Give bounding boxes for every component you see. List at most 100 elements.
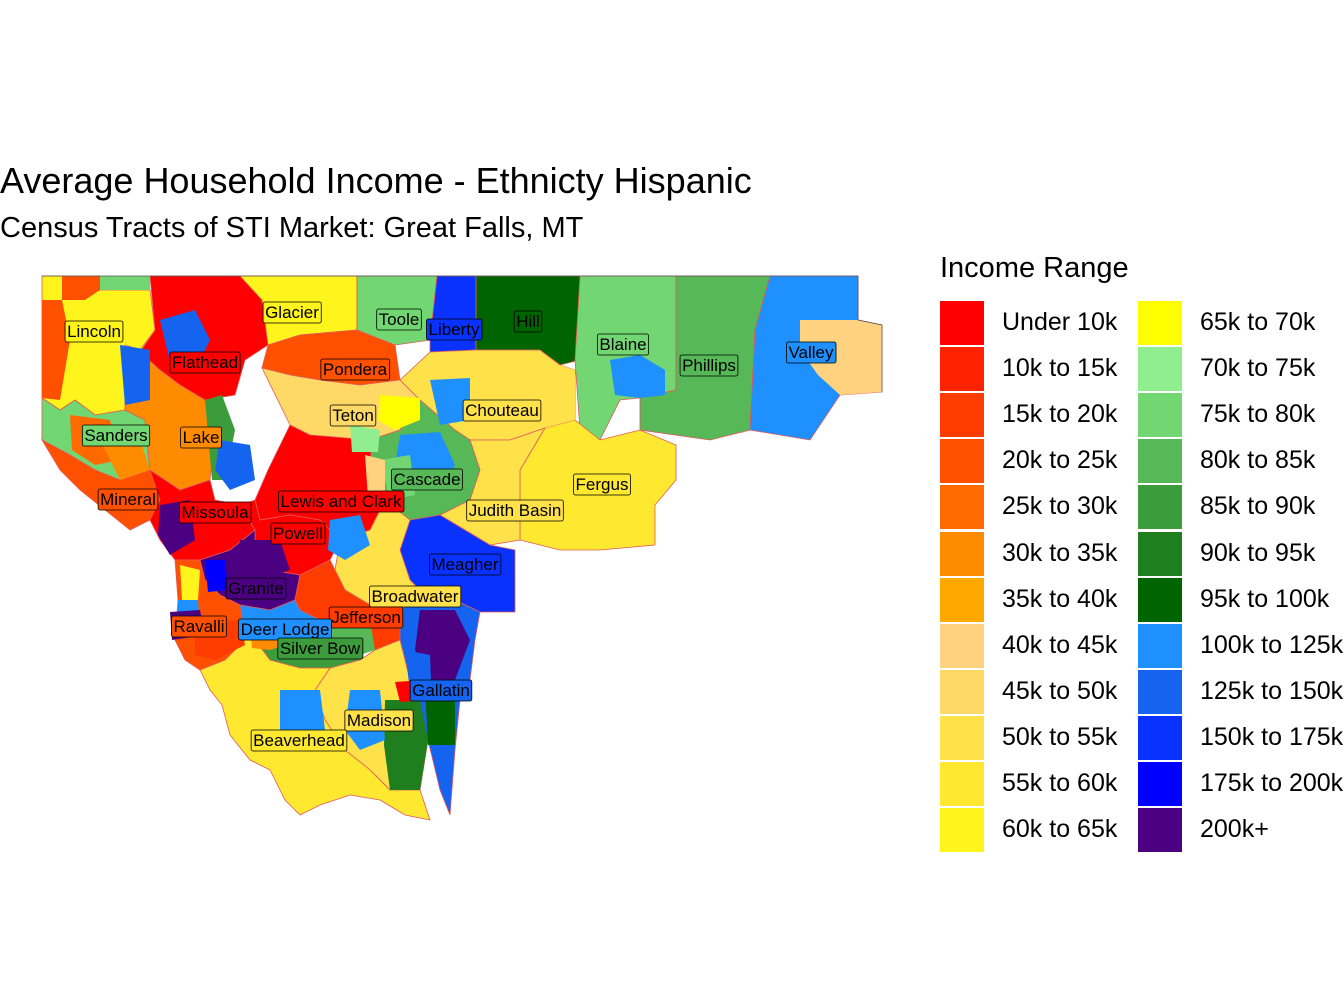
county-label: Jefferson [331, 608, 401, 627]
legend-item: 50k to 55k [940, 715, 1140, 760]
county-label: Sanders [84, 426, 147, 445]
county-label-box [179, 501, 252, 524]
legend-label: Under 10k [1002, 308, 1118, 336]
legend-swatch [940, 715, 984, 760]
legend-swatch [1138, 623, 1182, 668]
legend-label: 30k to 35k [1002, 538, 1118, 567]
legend-swatch [940, 577, 984, 622]
legend-swatch [1138, 301, 1182, 345]
county-label-box [225, 577, 287, 600]
county-label: Gallatin [412, 681, 470, 700]
tract-region [378, 395, 420, 430]
county-label: Broadwater [372, 587, 459, 606]
legend-item: 15k to 20k [940, 393, 1140, 438]
county-label: Lake [183, 428, 220, 447]
tract-region [800, 320, 882, 395]
tract-region [100, 440, 150, 480]
county-label-box [64, 320, 124, 343]
county-label-box [344, 709, 414, 732]
county-label: Glacier [265, 303, 319, 322]
county-label-box [278, 490, 405, 513]
county-label: Ravalli [173, 617, 224, 636]
county-label-box [262, 301, 322, 324]
county-label: Chouteau [465, 401, 539, 420]
map-subtitle: Census Tracts of STI Market: Great Falls… [0, 212, 584, 244]
county-label-box [250, 729, 348, 752]
map-title: Average Household Income - Ethnicty Hisp… [0, 160, 752, 201]
legend-item: 45k to 50k [940, 669, 1140, 714]
county-label-box [679, 354, 739, 377]
county-label: Madison [347, 711, 411, 730]
legend-item: 150k to 175k [1138, 715, 1343, 760]
legend-label: 80k to 85k [1200, 446, 1316, 475]
county-label: Silver Bow [280, 639, 361, 658]
legend-label: 15k to 20k [1002, 400, 1118, 429]
county-label: Beaverhead [253, 731, 345, 750]
county-label-box [466, 499, 564, 522]
legend-title: Income Range [940, 252, 1129, 284]
legend-swatch [940, 808, 984, 853]
legend-swatch [940, 347, 984, 392]
legend-label: 25k to 30k [1002, 492, 1118, 521]
legend-swatch [940, 531, 984, 576]
county-label: Granite [228, 579, 284, 598]
legend-item: 95k to 100k [1138, 577, 1338, 622]
legend-swatch [940, 762, 984, 806]
county-label-box [376, 308, 422, 331]
legend-item: 55k to 60k [940, 762, 1140, 806]
county-label-box [462, 399, 542, 422]
county-label: Blaine [599, 335, 646, 354]
legend-label: 90k to 95k [1200, 538, 1316, 567]
legend-item: Under 10k [940, 301, 1140, 345]
legend-label: 65k to 70k [1200, 308, 1316, 336]
county-label: Fergus [576, 475, 629, 494]
legend-label: 70k to 75k [1200, 354, 1316, 383]
tract-region [100, 276, 150, 290]
county-label-box [169, 351, 241, 374]
county-label: Pondera [323, 360, 388, 379]
legend-item: 75k to 80k [1138, 393, 1338, 438]
legend-swatch [1138, 808, 1182, 853]
legend-label: 85k to 90k [1200, 492, 1316, 521]
legend-item: 40k to 45k [940, 623, 1140, 668]
legend-swatch [1138, 485, 1182, 530]
legend-item: 35k to 40k [940, 577, 1140, 622]
county-label-box [320, 358, 391, 381]
county-label: Lincoln [67, 322, 121, 341]
county-label-box [596, 333, 650, 356]
legend-swatch [1138, 715, 1182, 760]
legend-swatch [940, 393, 984, 438]
legend-item: 125k to 150k [1138, 669, 1343, 714]
county-label-box [277, 637, 364, 660]
tract-region [540, 365, 575, 428]
legend-swatch [1138, 669, 1182, 714]
county-label-box [391, 468, 463, 491]
county-label-box [513, 310, 543, 333]
county-label-box [180, 426, 222, 449]
legend-label: 75k to 80k [1200, 400, 1316, 429]
legend-swatch [1138, 439, 1182, 484]
legend-swatch [1138, 577, 1182, 622]
legend-item: 30k to 35k [940, 531, 1140, 576]
tract-region [238, 540, 290, 580]
legend-label: 10k to 15k [1002, 354, 1118, 383]
tract-region [180, 565, 200, 600]
legend-item: 65k to 70k [1138, 301, 1338, 345]
legend-label: 125k to 150k [1200, 676, 1344, 705]
legend-item: 20k to 25k [940, 439, 1140, 484]
tract-region [215, 440, 255, 490]
county-label: Judith Basin [469, 501, 562, 520]
legend-label: 95k to 100k [1200, 584, 1330, 613]
legend-item: 200k+ [1138, 808, 1338, 853]
county-label-box [786, 341, 837, 364]
tract-region [42, 300, 70, 400]
map-border [42, 275, 883, 392]
county-label: Cascade [393, 470, 460, 489]
legend-item: 100k to 125k [1138, 623, 1343, 668]
tract-region [205, 560, 228, 592]
county-label-box [328, 606, 404, 629]
county-label-box [97, 488, 159, 511]
tract-region [62, 276, 100, 300]
county-label: Meagher [431, 555, 498, 574]
legend-label: 20k to 25k [1002, 446, 1118, 475]
